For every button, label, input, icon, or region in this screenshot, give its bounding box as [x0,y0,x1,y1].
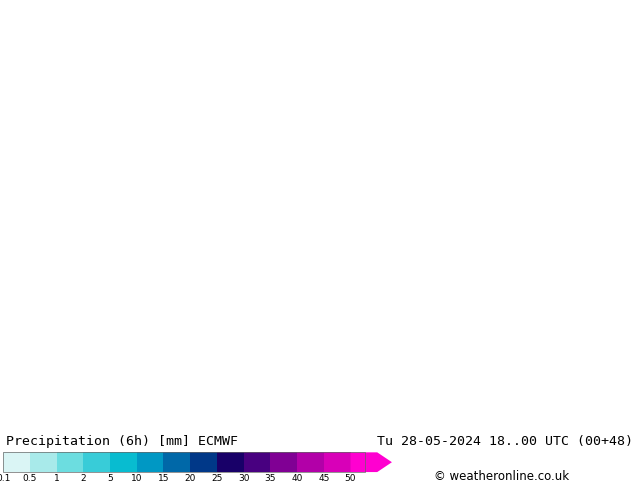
Text: 35: 35 [264,474,276,484]
Text: 5: 5 [107,474,113,484]
Bar [83,452,110,472]
Bar [270,452,297,472]
Text: 15: 15 [158,474,169,484]
Text: 20: 20 [184,474,196,484]
Bar [297,452,324,472]
Bar [56,452,83,472]
Text: Precipitation (6h) [mm] ECMWF: Precipitation (6h) [mm] ECMWF [6,435,238,448]
Text: 2: 2 [81,474,86,484]
Polygon shape [351,452,392,472]
Text: Tu 28-05-2024 18..00 UTC (00+48): Tu 28-05-2024 18..00 UTC (00+48) [377,435,633,448]
Bar [243,452,270,472]
Text: 0.1: 0.1 [0,474,10,484]
Bar [164,452,190,472]
Bar [110,452,137,472]
Text: 45: 45 [318,474,330,484]
Text: 40: 40 [292,474,303,484]
Bar [30,452,56,472]
Bar [137,452,164,472]
Text: 25: 25 [211,474,223,484]
Text: 1: 1 [54,474,60,484]
Text: 10: 10 [131,474,143,484]
Bar [324,452,351,472]
Bar [217,452,243,472]
Bar [3,452,30,472]
Bar [3,452,365,472]
Text: 30: 30 [238,474,249,484]
Text: 0.5: 0.5 [23,474,37,484]
Text: © weatheronline.co.uk: © weatheronline.co.uk [434,470,569,483]
Bar [190,452,217,472]
Text: 50: 50 [345,474,356,484]
